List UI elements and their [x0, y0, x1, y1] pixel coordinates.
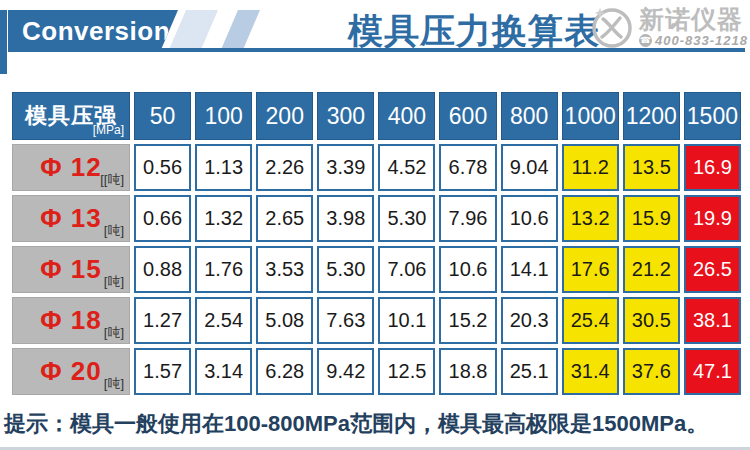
diameter-label-cell: Φ 13[吨] — [12, 195, 130, 242]
conversion-banner: Conversion — [8, 10, 178, 52]
value-cell: 20.3 — [501, 297, 558, 344]
value-cell: 3.14 — [195, 348, 252, 395]
pressure-header-cell: 50 — [134, 92, 191, 140]
diameter-unit: [吨] — [104, 324, 124, 342]
value-cell: 19.9 — [684, 195, 741, 242]
value-cell: 15.2 — [439, 297, 496, 344]
diameter-label: Φ 13 — [40, 203, 101, 233]
diameter-unit: [吨] — [104, 375, 124, 393]
corner-unit: [MPa] — [93, 123, 124, 137]
page-title: 模具压力换算表 — [348, 8, 600, 55]
corner-header-cell: 模具压强[MPa] — [12, 92, 130, 140]
value-cell: 0.56 — [134, 144, 191, 191]
diameter-label-cell: Φ 20[吨] — [12, 348, 130, 395]
table-row: Φ 18[吨]1.272.545.087.6310.115.220.325.43… — [12, 297, 741, 344]
value-cell: 26.5 — [684, 246, 741, 293]
table-row: Φ 12[[吨]0.561.132.263.394.526.789.0411.2… — [12, 144, 741, 191]
value-cell: 18.8 — [439, 348, 496, 395]
table-row: Φ 13[吨]0.661.322.653.985.307.9610.613.21… — [12, 195, 741, 242]
value-cell: 6.78 — [439, 144, 496, 191]
value-cell: 7.96 — [439, 195, 496, 242]
value-cell: 9.42 — [317, 348, 374, 395]
value-cell: 37.6 — [623, 348, 680, 395]
value-cell: 9.04 — [501, 144, 558, 191]
value-cell: 0.88 — [134, 246, 191, 293]
value-cell: 3.98 — [317, 195, 374, 242]
diameter-label: Φ 20 — [40, 356, 101, 386]
value-cell: 25.1 — [501, 348, 558, 395]
phone-number: 400-833-1218 — [655, 34, 748, 47]
value-cell: 7.06 — [378, 246, 435, 293]
value-cell: 5.08 — [256, 297, 313, 344]
pressure-header-cell: 100 — [195, 92, 252, 140]
value-cell: 1.76 — [195, 246, 252, 293]
page: Conversion 模具压力换算表 新诺仪器 ☎ 400-833-1218 模… — [0, 0, 750, 450]
brand-logo: 新诺仪器 ☎ 400-833-1218 — [589, 4, 748, 50]
value-cell: 3.53 — [256, 246, 313, 293]
value-cell: 1.27 — [134, 297, 191, 344]
phone-row: ☎ 400-833-1218 — [639, 34, 748, 47]
diameter-label: Φ 18 — [40, 305, 101, 335]
value-cell: 12.5 — [378, 348, 435, 395]
value-cell: 0.66 — [134, 195, 191, 242]
conversion-table: 模具压强[MPa]5010020030040060080010001200150… — [8, 88, 745, 399]
value-cell: 15.9 — [623, 195, 680, 242]
footer-note: 提示：模具一般使用在100-800MPa范围内，模具最高极限是1500MPa。 — [4, 409, 708, 439]
table-row: Φ 20[吨]1.573.146.289.4212.518.825.131.43… — [12, 348, 741, 395]
diameter-unit: [吨] — [104, 273, 124, 291]
value-cell: 31.4 — [562, 348, 619, 395]
diameter-unit: [[吨] — [100, 171, 124, 189]
pressure-header-cell: 200 — [256, 92, 313, 140]
value-cell: 38.1 — [684, 297, 741, 344]
value-cell: 5.30 — [317, 246, 374, 293]
pressure-header-cell: 1500 — [684, 92, 741, 140]
xinnuo-logo-icon — [589, 4, 635, 50]
value-cell: 10.6 — [501, 195, 558, 242]
brand-name: 新诺仪器 — [639, 7, 748, 32]
pressure-header-cell: 800 — [501, 92, 558, 140]
value-cell: 3.39 — [317, 144, 374, 191]
value-cell: 17.6 — [562, 246, 619, 293]
brand-text-block: 新诺仪器 ☎ 400-833-1218 — [639, 7, 748, 47]
value-cell: 25.4 — [562, 297, 619, 344]
left-accent-bar — [0, 10, 7, 74]
value-cell: 1.13 — [195, 144, 252, 191]
diameter-label-cell: Φ 12[[吨] — [12, 144, 130, 191]
value-cell: 16.9 — [684, 144, 741, 191]
diameter-label-cell: Φ 15[吨] — [12, 246, 130, 293]
banner-stripe-light — [168, 10, 218, 52]
value-cell: 1.32 — [195, 195, 252, 242]
value-cell: 2.54 — [195, 297, 252, 344]
phone-icon: ☎ — [639, 34, 652, 47]
value-cell: 10.1 — [378, 297, 435, 344]
value-cell: 2.65 — [256, 195, 313, 242]
diameter-unit: [吨] — [104, 222, 124, 240]
table-row: Φ 15[吨]0.881.763.535.307.0610.614.117.62… — [12, 246, 741, 293]
pressure-header-cell: 600 — [439, 92, 496, 140]
value-cell: 7.63 — [317, 297, 374, 344]
pressure-header-cell: 400 — [378, 92, 435, 140]
table-header-row: 模具压强[MPa]5010020030040060080010001200150… — [12, 92, 741, 140]
value-cell: 13.5 — [623, 144, 680, 191]
value-cell: 30.5 — [623, 297, 680, 344]
value-cell: 4.52 — [378, 144, 435, 191]
value-cell: 21.2 — [623, 246, 680, 293]
value-cell: 47.1 — [684, 348, 741, 395]
pressure-header-cell: 300 — [317, 92, 374, 140]
value-cell: 13.2 — [562, 195, 619, 242]
banner-stripe-medium — [220, 10, 260, 52]
value-cell: 1.57 — [134, 348, 191, 395]
diameter-label-cell: Φ 18[吨] — [12, 297, 130, 344]
pressure-header-cell: 1200 — [623, 92, 680, 140]
banner-label: Conversion — [8, 16, 170, 47]
diameter-label: Φ 15 — [40, 254, 101, 284]
value-cell: 5.30 — [378, 195, 435, 242]
value-cell: 14.1 — [501, 246, 558, 293]
value-cell: 2.26 — [256, 144, 313, 191]
diameter-label: Φ 12 — [40, 152, 101, 182]
value-cell: 10.6 — [439, 246, 496, 293]
value-cell: 6.28 — [256, 348, 313, 395]
pressure-header-cell: 1000 — [562, 92, 619, 140]
value-cell: 11.2 — [562, 144, 619, 191]
